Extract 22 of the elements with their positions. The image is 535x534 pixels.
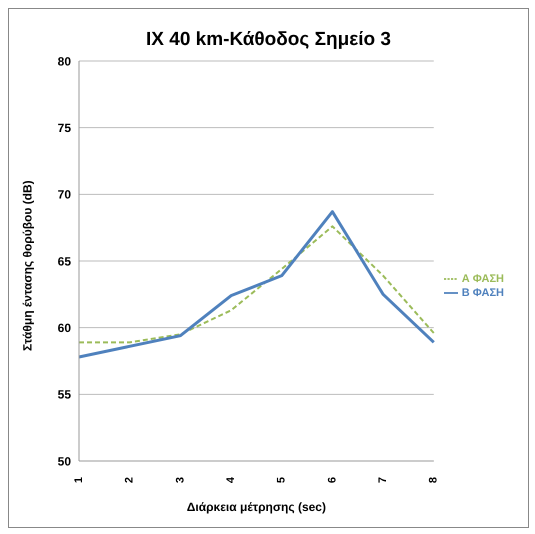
x-tick-label: 5 [276,477,288,484]
y-tick-label: 75 [58,120,72,135]
legend-label: Β ΦΑΣΗ [462,286,504,299]
y-tick-label: 50 [58,454,72,468]
x-axis-title: Διάρκεια μέτρησης (sec) [186,500,326,514]
y-tick-label: 80 [58,54,72,68]
x-tick-label: 6 [326,477,338,484]
x-tick-label: 2 [124,477,136,484]
y-tick-label: 65 [58,254,72,268]
x-tick-label: 8 [428,477,440,484]
chart-title: IX 40 km-Κάθοδος Σημείο 3 [145,29,392,51]
y-tick-label: 60 [58,320,72,335]
y-axis-title: Στάθμη έντασης θορύβου (dB) [20,180,34,351]
y-tick-label: 70 [58,188,72,202]
x-tick-label: 4 [224,476,237,484]
line-series [78,210,436,358]
x-tick-label: 7 [376,477,389,484]
y-tick-label: 55 [58,388,72,402]
line-series [78,225,435,344]
x-tick-label: 3 [174,477,186,484]
legend-label: Α ΦΑΣΗ [462,272,504,285]
x-tick-label: 1 [72,477,85,484]
